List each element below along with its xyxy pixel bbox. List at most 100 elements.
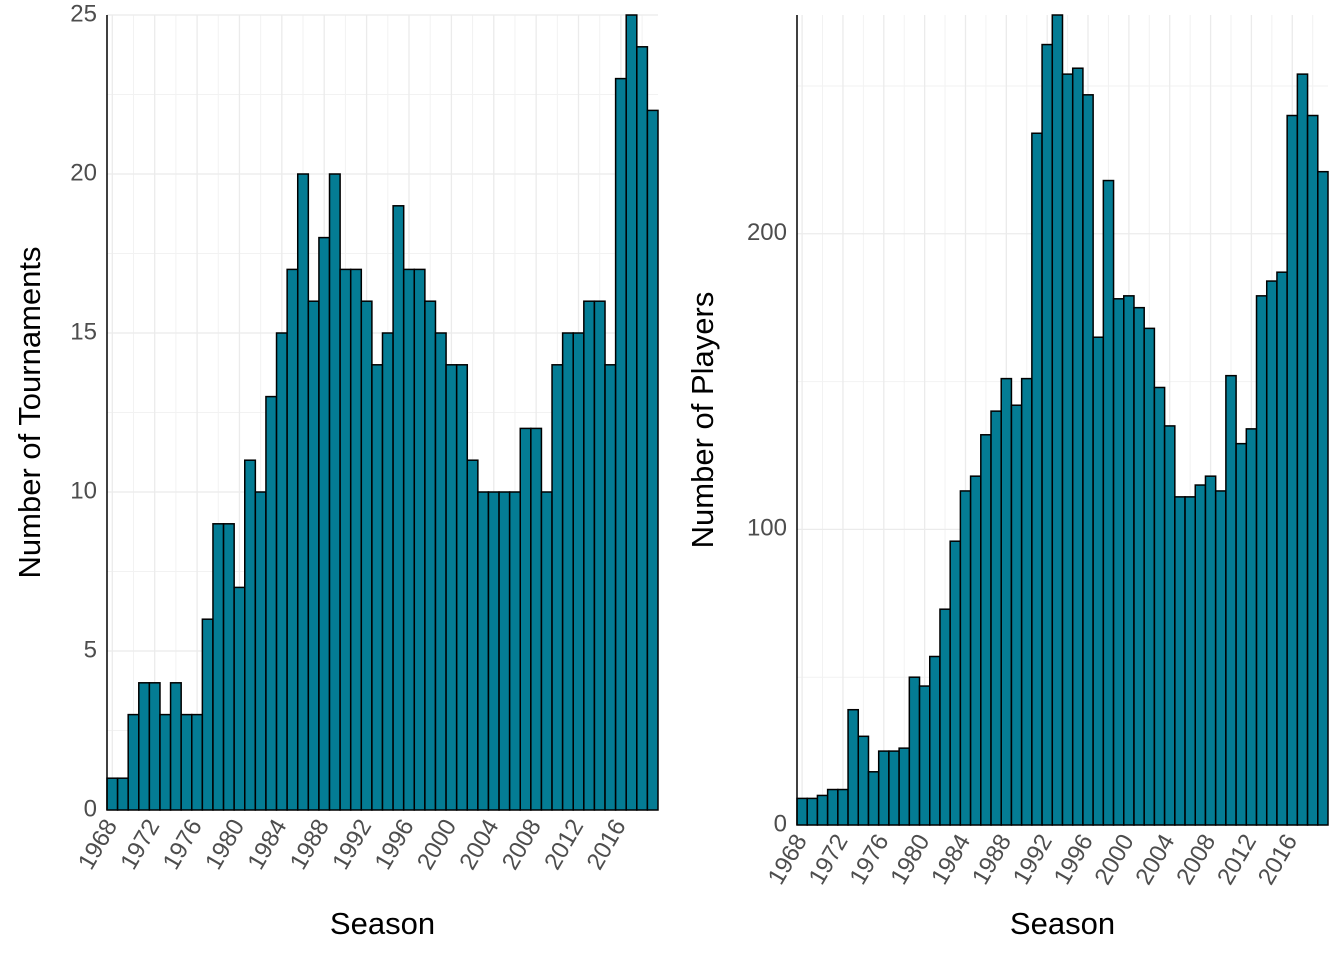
x-tick-label: 1988 — [967, 830, 1017, 890]
bar — [929, 655, 941, 826]
bar — [877, 750, 890, 826]
bar — [1194, 484, 1207, 826]
bar — [540, 491, 553, 811]
bar — [1317, 170, 1329, 826]
bar — [1061, 73, 1074, 826]
bar — [413, 268, 426, 811]
bar — [826, 788, 839, 826]
bar — [1112, 298, 1125, 826]
bar — [191, 713, 204, 811]
y-tick-label: 20 — [70, 159, 97, 186]
bar — [222, 523, 235, 811]
bar — [1031, 132, 1043, 826]
bar — [519, 427, 532, 811]
bar — [1276, 271, 1288, 826]
bar — [286, 268, 299, 811]
y-tick-label: 25 — [70, 0, 97, 27]
x-tick-label: 1984 — [926, 830, 976, 890]
x-tick-label: 1968 — [763, 830, 813, 890]
bar — [106, 777, 119, 811]
bar — [339, 268, 352, 811]
y-tick-label: 5 — [84, 636, 97, 663]
x-tick-label: 2012 — [1212, 830, 1262, 890]
bar — [806, 797, 819, 826]
x-tick-label: 2016 — [582, 815, 632, 875]
x-tick-label: 2000 — [412, 815, 462, 875]
bar — [969, 475, 982, 826]
x-axis-title: Season — [1010, 906, 1115, 941]
x-tick-label: 2000 — [1089, 830, 1139, 890]
y-axis-title: Number of Tournaments — [12, 247, 47, 579]
bar — [1071, 67, 1084, 826]
bar — [180, 713, 193, 811]
bar — [959, 490, 972, 826]
bar — [949, 540, 962, 826]
y-tick-label: 10 — [70, 477, 97, 504]
bar — [127, 713, 140, 811]
y-axis-title: Number of Players — [685, 292, 720, 549]
x-tick-label: 1976 — [844, 830, 894, 890]
x-tick-label: 1992 — [1008, 830, 1058, 890]
x-tick-label: 1988 — [285, 815, 335, 875]
bar — [939, 608, 951, 826]
bar — [1225, 374, 1237, 826]
bar — [625, 14, 638, 811]
bar — [561, 332, 574, 811]
bar — [1051, 14, 1064, 826]
bar — [233, 586, 246, 811]
bar — [349, 268, 363, 811]
bar — [498, 491, 511, 811]
bar — [434, 332, 447, 811]
bar — [898, 747, 911, 826]
bar — [424, 300, 437, 811]
x-axis-title: Season — [330, 906, 435, 941]
bar — [614, 77, 627, 811]
bar — [477, 491, 490, 811]
bar — [847, 708, 860, 826]
bar — [371, 364, 384, 811]
bar — [466, 459, 479, 811]
bar — [138, 682, 151, 811]
bar — [275, 332, 288, 811]
bar — [159, 713, 172, 811]
bar — [1214, 490, 1227, 826]
x-tick-label: 1980 — [885, 830, 935, 890]
bar — [1163, 425, 1176, 826]
bar — [593, 300, 606, 811]
bar — [604, 364, 617, 811]
bar — [392, 205, 405, 811]
bar — [530, 427, 543, 811]
x-tick-label: 1996 — [1049, 830, 1099, 890]
bar — [487, 491, 500, 811]
bar — [307, 300, 320, 811]
x-tick-label: 1992 — [327, 815, 377, 875]
bar — [980, 434, 992, 826]
bar — [918, 685, 931, 826]
bar — [318, 236, 331, 811]
x-tick-label: 1980 — [200, 815, 250, 875]
x-tick-label: 1984 — [242, 815, 292, 875]
bar — [1286, 114, 1299, 826]
bar — [1296, 73, 1309, 826]
bar — [646, 109, 659, 811]
bar — [254, 491, 267, 811]
y-tick-label: 0 — [84, 795, 97, 822]
y-tick-label: 100 — [747, 515, 787, 542]
x-tick-label: 1972 — [115, 815, 165, 875]
bar — [1204, 475, 1217, 826]
bar — [116, 777, 129, 811]
x-tick-label: 1972 — [804, 830, 854, 890]
bar — [583, 300, 596, 811]
bar — [837, 788, 849, 826]
bar — [212, 523, 225, 811]
bar — [1174, 496, 1186, 826]
bar — [1143, 327, 1156, 826]
bar — [296, 173, 310, 811]
bar — [1245, 428, 1258, 826]
bar — [908, 676, 921, 826]
bar — [1041, 43, 1054, 826]
bar — [265, 395, 278, 811]
bar — [636, 46, 649, 811]
bar — [1102, 179, 1115, 826]
